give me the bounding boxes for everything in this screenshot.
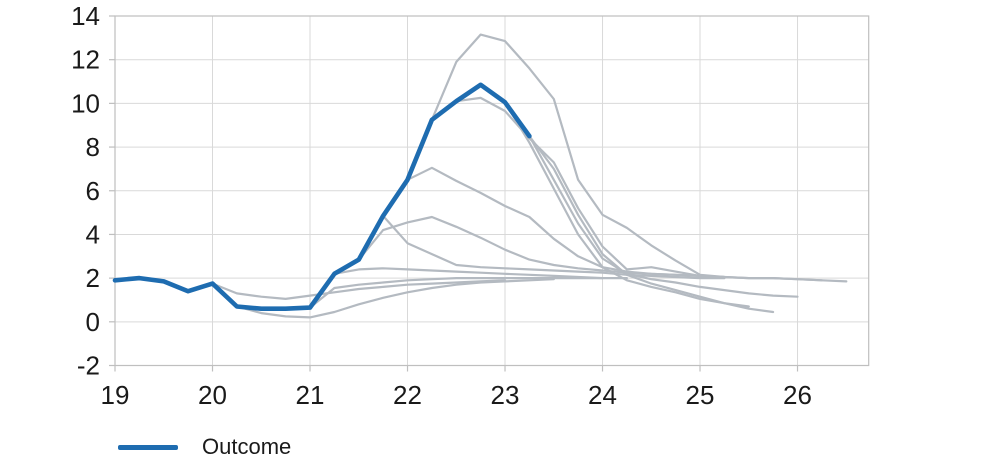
y-axis-tick-label: -2 [77, 351, 100, 381]
y-axis-tick-label: 12 [71, 45, 100, 75]
forecast-line [235, 278, 555, 319]
y-axis-tick-label: 4 [86, 219, 100, 249]
x-axis-tick-label: 23 [491, 380, 520, 410]
forecast-line [503, 101, 750, 308]
forecast-line [455, 96, 824, 282]
y-axis-tick-label: 8 [86, 132, 100, 162]
forecast-line [382, 214, 726, 280]
y-axis-tick-label: 6 [86, 176, 100, 206]
x-axis-tick-label: 22 [393, 380, 422, 410]
forecast-line [211, 279, 507, 300]
x-axis-tick-label: 20 [198, 380, 227, 410]
x-axis-tick-label: 25 [686, 380, 715, 410]
outcome-line-swatch [118, 444, 178, 450]
y-axis-tick-label: 10 [71, 88, 100, 118]
chart-legend: Outcome [118, 433, 291, 461]
x-axis-tick-label: 21 [296, 380, 325, 410]
x-axis-tick-label: 24 [588, 380, 617, 410]
outcome-line [112, 82, 532, 312]
forecast-line [308, 277, 604, 309]
forecast-line [528, 135, 775, 314]
x-axis-tick-label: 19 [101, 380, 130, 410]
y-axis-tick-label: 2 [86, 263, 100, 293]
forecast-line [406, 166, 726, 279]
x-axis-tick-label: 26 [783, 380, 812, 410]
y-axis-tick-label: 14 [71, 1, 100, 31]
y-axis-tick-label: 0 [86, 307, 100, 337]
forecast-line [333, 267, 629, 280]
outcome-legend-label: Outcome [202, 434, 292, 459]
